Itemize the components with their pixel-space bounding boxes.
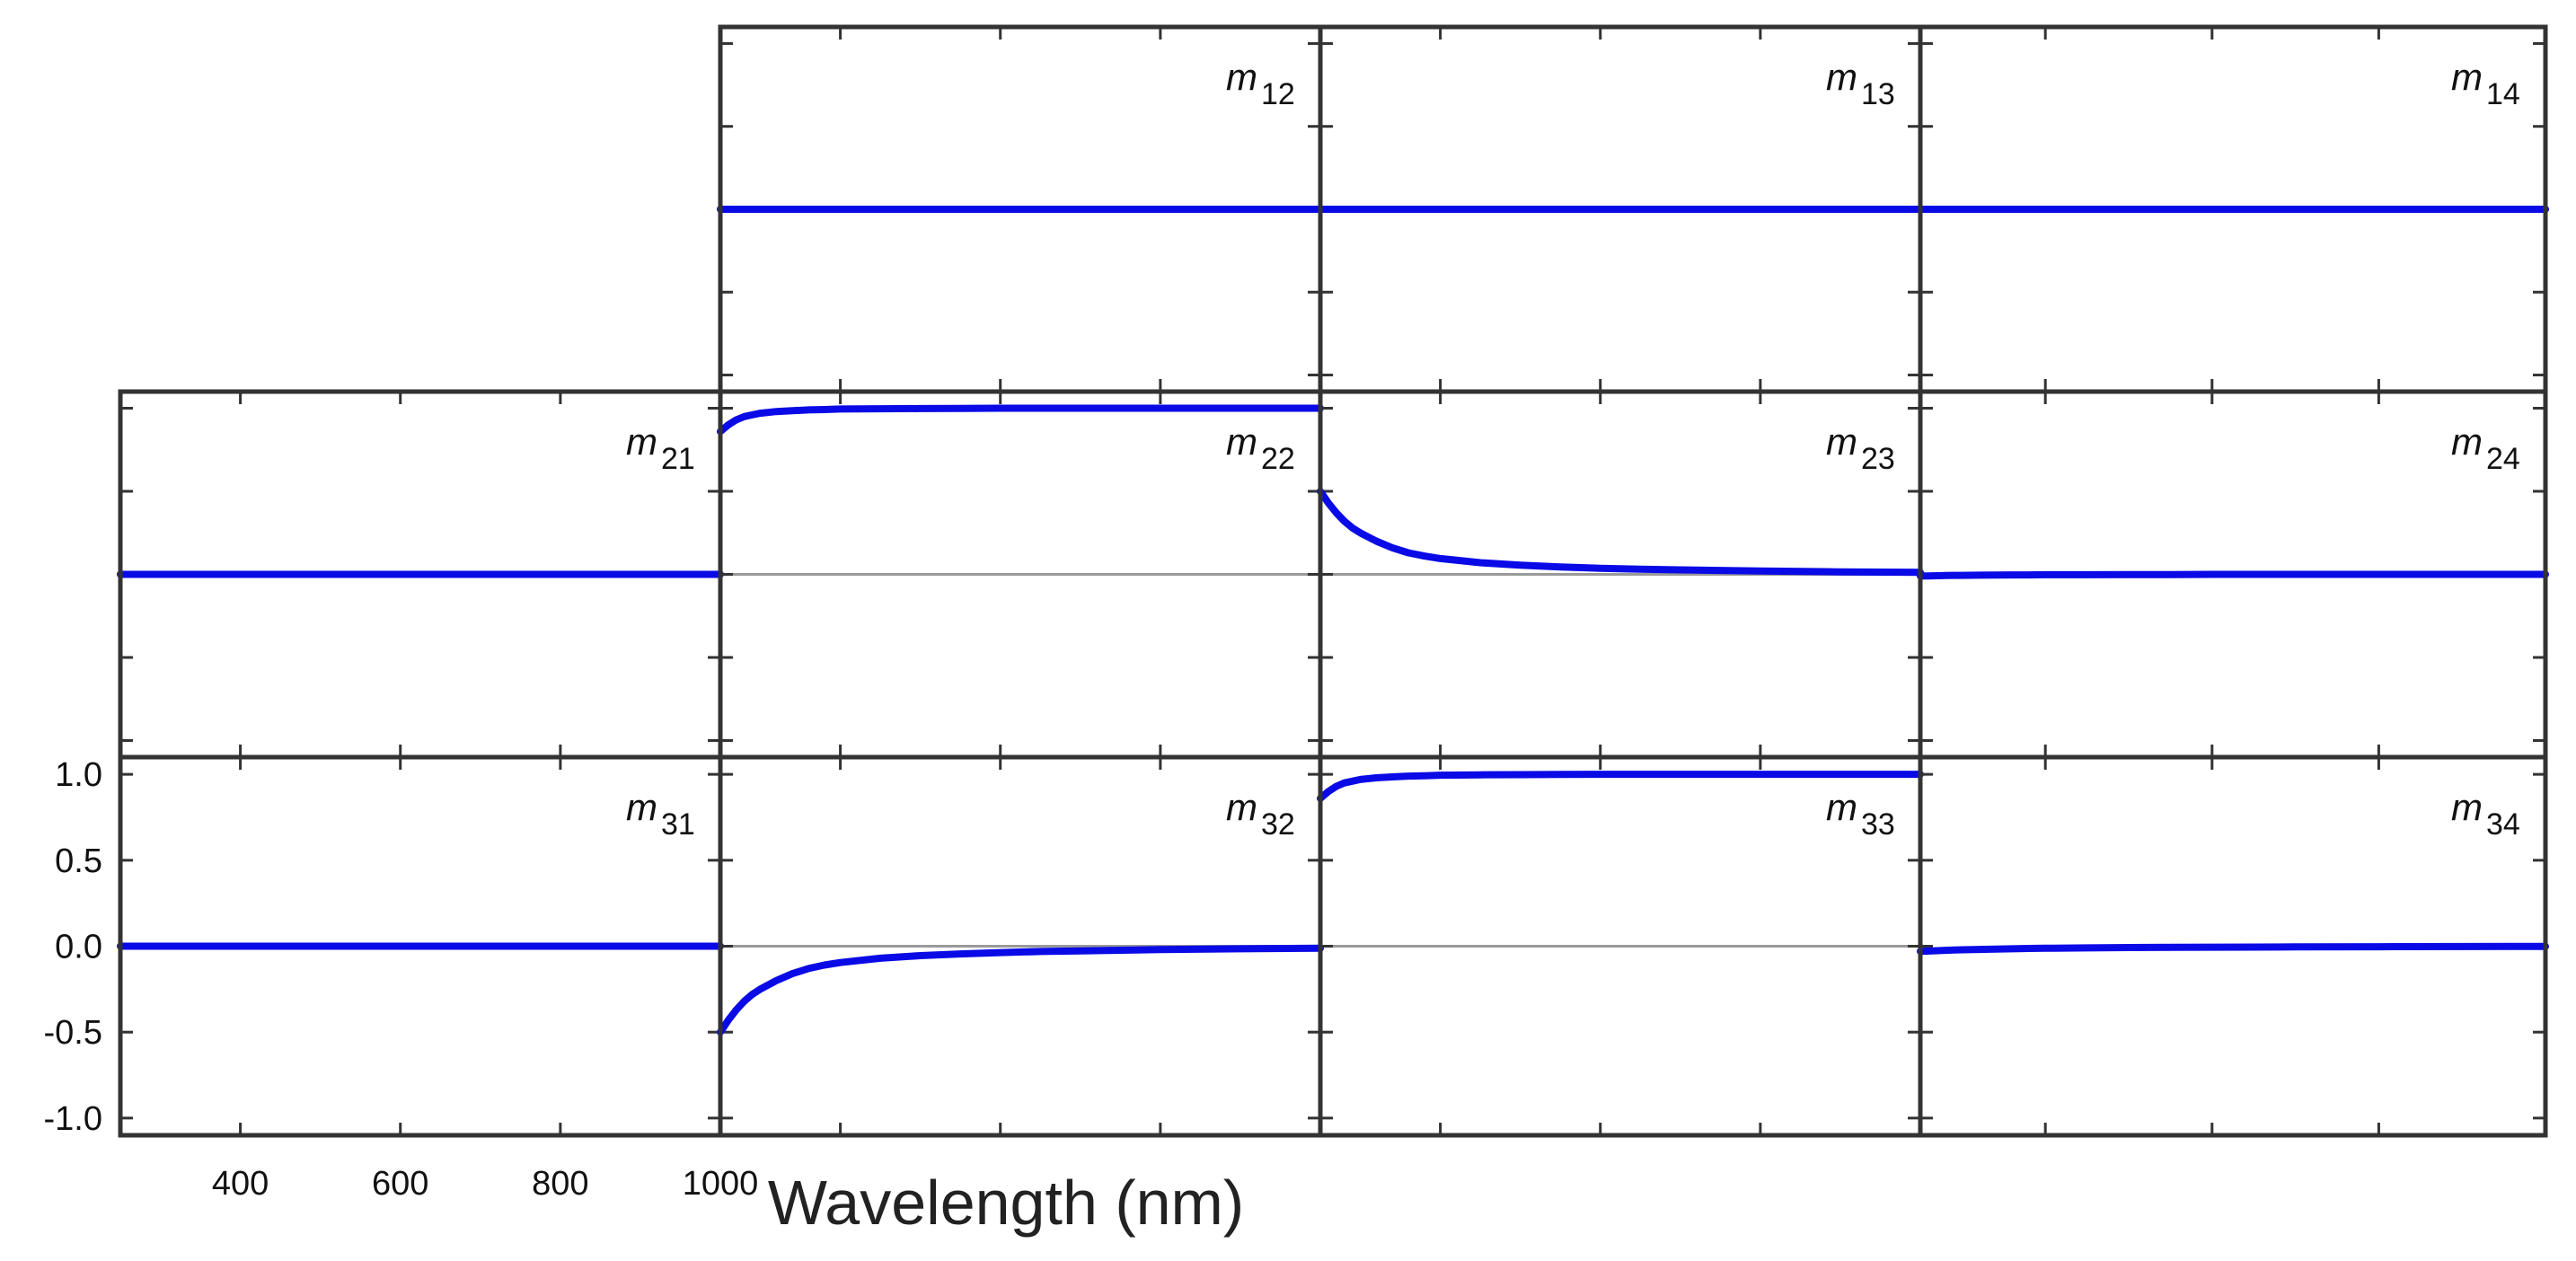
panel-label: m bbox=[1226, 56, 1257, 98]
panel-label-subscript: 21 bbox=[661, 442, 695, 476]
panel-m34: m 34 bbox=[1917, 754, 2549, 1138]
panel-label: m bbox=[2451, 786, 2483, 828]
panel-label-subscript: 13 bbox=[1861, 77, 1895, 111]
x-tick-label: 400 bbox=[212, 1165, 269, 1203]
series-line-m22 bbox=[717, 404, 1324, 436]
panel-label-subscript: 24 bbox=[2486, 442, 2520, 476]
y-tick-label: 1.0 bbox=[55, 756, 102, 794]
y-tick-label: -1.0 bbox=[44, 1100, 102, 1138]
panel-m31: m 31 bbox=[117, 754, 724, 1138]
series-line-m34 bbox=[1917, 942, 2549, 956]
series-line-m24 bbox=[1917, 570, 2549, 580]
y-axis: 1.0 0.5 0.0 -0.5 -1.0 bbox=[44, 756, 102, 1138]
panel-label: m bbox=[1226, 420, 1257, 463]
panel-label: m bbox=[2451, 56, 2483, 98]
y-tick-label: 0.0 bbox=[55, 929, 102, 966]
x-axis: 400 600 800 1000 bbox=[212, 1165, 758, 1203]
panel-label-subscript: 34 bbox=[2486, 807, 2520, 842]
panel-frame bbox=[1918, 754, 2548, 1138]
y-tick-label: -0.5 bbox=[44, 1014, 102, 1052]
panel-label-subscript: 32 bbox=[1261, 807, 1295, 842]
panel-label-subscript: 31 bbox=[661, 807, 695, 842]
panel-label-subscript: 22 bbox=[1261, 442, 1295, 476]
panel-label-subscript: 12 bbox=[1261, 77, 1295, 111]
series-line-m33 bbox=[1317, 771, 1924, 802]
series-line-m32 bbox=[717, 944, 1324, 1036]
panel-label: m bbox=[2451, 420, 2483, 463]
panel-label-subscript: 23 bbox=[1861, 442, 1895, 476]
panel-m32: m 32 bbox=[717, 754, 1324, 1138]
panel-label: m bbox=[626, 420, 657, 463]
panel-m14: m 14 bbox=[1917, 24, 2549, 394]
panel-m21: m 21 bbox=[117, 389, 724, 760]
panel-label: m bbox=[1226, 786, 1257, 828]
x-tick-label: 800 bbox=[532, 1165, 588, 1203]
x-axis-title: Wavelength (nm) bbox=[768, 1168, 1244, 1238]
panel-label: m bbox=[1826, 56, 1857, 98]
panel-label: m bbox=[626, 786, 657, 828]
panel-m12: m 12 bbox=[717, 24, 1324, 394]
panel-m23: m 23 bbox=[1317, 389, 1924, 760]
x-tick-label: 1000 bbox=[683, 1165, 759, 1203]
panel-m24: m 24 bbox=[1917, 389, 2549, 760]
panel-label-subscript: 14 bbox=[2486, 77, 2520, 111]
panel-m22: m 22 bbox=[717, 389, 1324, 760]
series-line-m23 bbox=[1317, 488, 1924, 577]
panel-label-subscript: 33 bbox=[1861, 807, 1895, 842]
panel-label: m bbox=[1826, 786, 1857, 828]
panel-label: m bbox=[1826, 420, 1857, 463]
panels-layer: m 12 m 13 m 14m 21 m 22 m 23 m 24m 31 m 32 m 33 m 34 bbox=[117, 24, 2549, 1138]
x-tick-label: 600 bbox=[372, 1165, 428, 1203]
y-tick-label: 0.5 bbox=[55, 842, 102, 880]
panel-m13: m 13 bbox=[1317, 24, 1924, 394]
panel-m33: m 33 bbox=[1317, 754, 1924, 1138]
